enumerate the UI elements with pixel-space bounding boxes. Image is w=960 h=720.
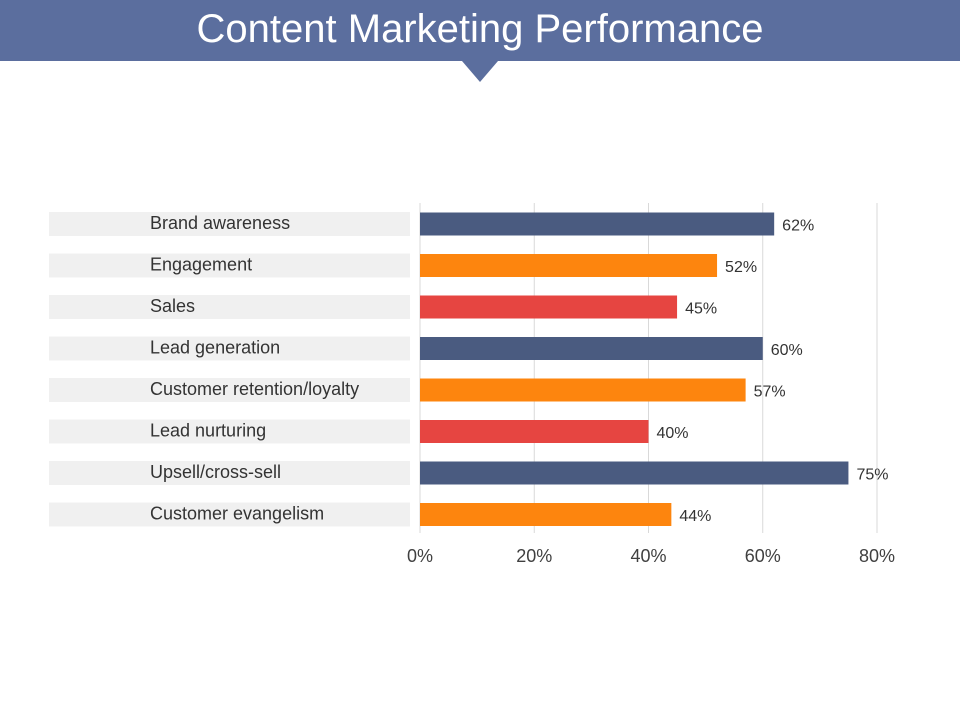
bar (420, 461, 849, 485)
x-tick-label: 60% (745, 546, 781, 566)
category-label: Engagement (150, 255, 252, 275)
category-label: Sales (150, 296, 195, 316)
category-label: Brand awareness (150, 213, 290, 233)
bar (420, 503, 672, 526)
data-label: 40% (657, 425, 689, 442)
data-label: 60% (771, 342, 803, 359)
data-label: 57% (754, 384, 786, 401)
data-label: 75% (856, 467, 888, 484)
title-banner-pointer (462, 61, 498, 82)
category-label-box (49, 295, 410, 319)
x-tick-label: 0% (407, 546, 433, 566)
x-tick-label: 40% (630, 546, 666, 566)
bar (420, 420, 649, 443)
bar (420, 337, 763, 360)
category-label-box (49, 378, 410, 402)
title-banner (0, 0, 960, 61)
data-label: 45% (685, 301, 717, 318)
bar (420, 378, 746, 402)
category-label: Lead nurturing (150, 421, 266, 441)
category-label: Upsell/cross-sell (150, 462, 281, 482)
category-label: Customer retention/loyalty (150, 379, 359, 399)
category-label-box (49, 253, 410, 278)
category-label-box (49, 336, 410, 361)
category-label: Customer evangelism (150, 504, 324, 524)
category-label-box (49, 212, 410, 236)
category-label-box (49, 461, 410, 485)
x-tick-label: 20% (516, 546, 552, 566)
x-tick-label: 80% (859, 546, 895, 566)
bar (420, 295, 678, 319)
data-label: 44% (679, 508, 711, 525)
category-label-box (49, 419, 410, 444)
category-label-box (49, 502, 410, 527)
category-label: Lead generation (150, 338, 280, 358)
data-label: 52% (725, 259, 757, 276)
bar (420, 212, 775, 236)
page-title: Content Marketing Performance (196, 7, 764, 51)
data-label: 62% (782, 218, 814, 235)
bar (420, 254, 718, 277)
